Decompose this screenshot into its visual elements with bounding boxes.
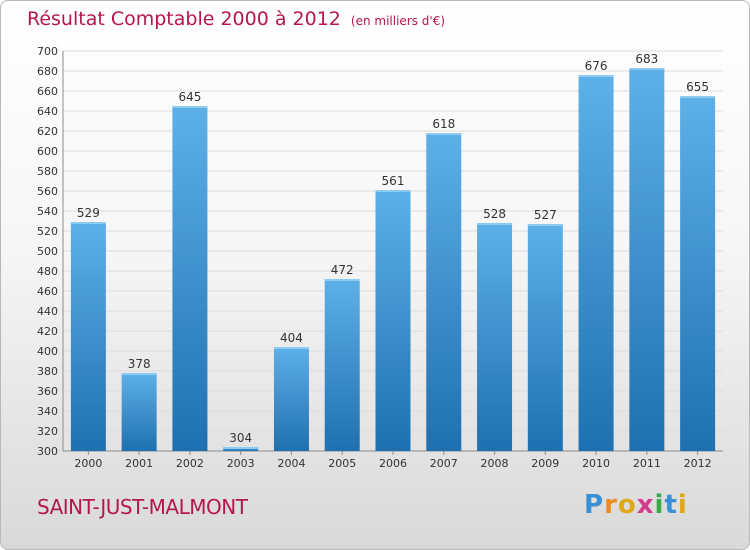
y-tick-label: 440 — [37, 305, 58, 318]
bar-highlight — [578, 75, 614, 77]
x-tick-label: 2007 — [430, 457, 458, 470]
data-label: 528 — [483, 207, 506, 221]
data-label: 655 — [686, 80, 709, 94]
x-tick-label: 2011 — [633, 457, 661, 470]
bar-highlight — [324, 279, 360, 281]
bar — [70, 222, 106, 451]
logo-letter: t — [664, 490, 678, 520]
x-tick-label: 2005 — [328, 457, 356, 470]
logo-letter: x — [636, 490, 655, 520]
bar-highlight — [223, 447, 259, 449]
y-tick-label: 560 — [37, 185, 58, 198]
y-tick-label: 680 — [37, 65, 58, 78]
logo-letter: o — [617, 490, 637, 520]
x-tick-label: 2008 — [481, 457, 509, 470]
chart-title-unit: (en milliers d'€) — [350, 14, 446, 28]
data-label: 618 — [432, 117, 455, 131]
y-tick-label: 700 — [37, 45, 58, 58]
x-tick-label: 2003 — [227, 457, 255, 470]
bar — [578, 75, 614, 451]
data-label: 676 — [585, 59, 608, 73]
x-tick-label: 2006 — [379, 457, 407, 470]
y-tick-label: 660 — [37, 85, 58, 98]
x-tick-label: 2002 — [176, 457, 204, 470]
y-tick-label: 620 — [37, 125, 58, 138]
bar-highlight — [273, 347, 309, 349]
logo-letter: P — [584, 490, 605, 520]
labels: 300 320 340 360 380 400 420 440 460 480 500 520 540 5… — [37, 45, 712, 470]
y-tick-label: 420 — [37, 325, 58, 338]
bar — [680, 96, 716, 451]
bar-highlight — [375, 190, 411, 192]
bar-highlight — [426, 133, 462, 135]
logo-letter: i — [677, 490, 688, 520]
logo-letter: r — [604, 490, 618, 520]
bar — [324, 279, 360, 451]
y-tick-label: 460 — [37, 285, 58, 298]
x-tick-label: 2001 — [125, 457, 153, 470]
bar-highlight — [629, 68, 665, 70]
bar-highlight — [477, 223, 513, 225]
bar — [426, 133, 462, 451]
x-tick-label: 2012 — [684, 457, 712, 470]
y-tick-label: 540 — [37, 205, 58, 218]
y-tick-label: 640 — [37, 105, 58, 118]
y-tick-label: 360 — [37, 385, 58, 398]
commune-name: SAINT-JUST-MALMONT — [37, 495, 248, 519]
bar-highlight — [121, 373, 157, 375]
x-tick-label: 2004 — [277, 457, 305, 470]
data-label: 472 — [331, 263, 354, 277]
y-tick-label: 340 — [37, 405, 58, 418]
bar — [477, 223, 513, 451]
y-tick-label: 400 — [37, 345, 58, 358]
bar-highlight — [172, 106, 208, 108]
y-tick-label: 320 — [37, 425, 58, 438]
y-tick-label: 580 — [37, 165, 58, 178]
bar — [121, 373, 157, 451]
data-label: 378 — [128, 357, 151, 371]
x-tick-label: 2009 — [531, 457, 559, 470]
x-tick-label: 2000 — [74, 457, 102, 470]
logo-letter: i — [654, 490, 665, 520]
data-label: 304 — [229, 431, 252, 445]
y-tick-label: 600 — [37, 145, 58, 158]
data-label: 645 — [178, 90, 201, 104]
y-tick-label: 380 — [37, 365, 58, 378]
bar-highlight — [680, 96, 716, 98]
bar — [629, 68, 665, 451]
bar-highlight — [70, 222, 106, 224]
y-tick-label: 520 — [37, 225, 58, 238]
bar — [273, 347, 309, 451]
data-label: 404 — [280, 331, 303, 345]
bar-highlight — [527, 224, 563, 226]
chart-title-main: Résultat Comptable 2000 à 2012 — [27, 8, 341, 30]
y-tick-label: 480 — [37, 265, 58, 278]
data-label: 683 — [635, 52, 658, 66]
data-label: 527 — [534, 208, 557, 222]
bar — [375, 190, 411, 451]
y-tick-label: 500 — [37, 245, 58, 258]
bar — [527, 224, 563, 451]
data-label: 561 — [382, 174, 405, 188]
y-tick-label: 300 — [37, 445, 58, 458]
bars — [70, 68, 716, 451]
x-tick-label: 2010 — [582, 457, 610, 470]
bar — [172, 106, 208, 451]
data-label: 529 — [77, 206, 100, 220]
proxiti-logo[interactable]: Proxiti — [584, 490, 688, 520]
chart-title: Résultat Comptable 2000 à 2012 (en millie… — [27, 8, 445, 30]
